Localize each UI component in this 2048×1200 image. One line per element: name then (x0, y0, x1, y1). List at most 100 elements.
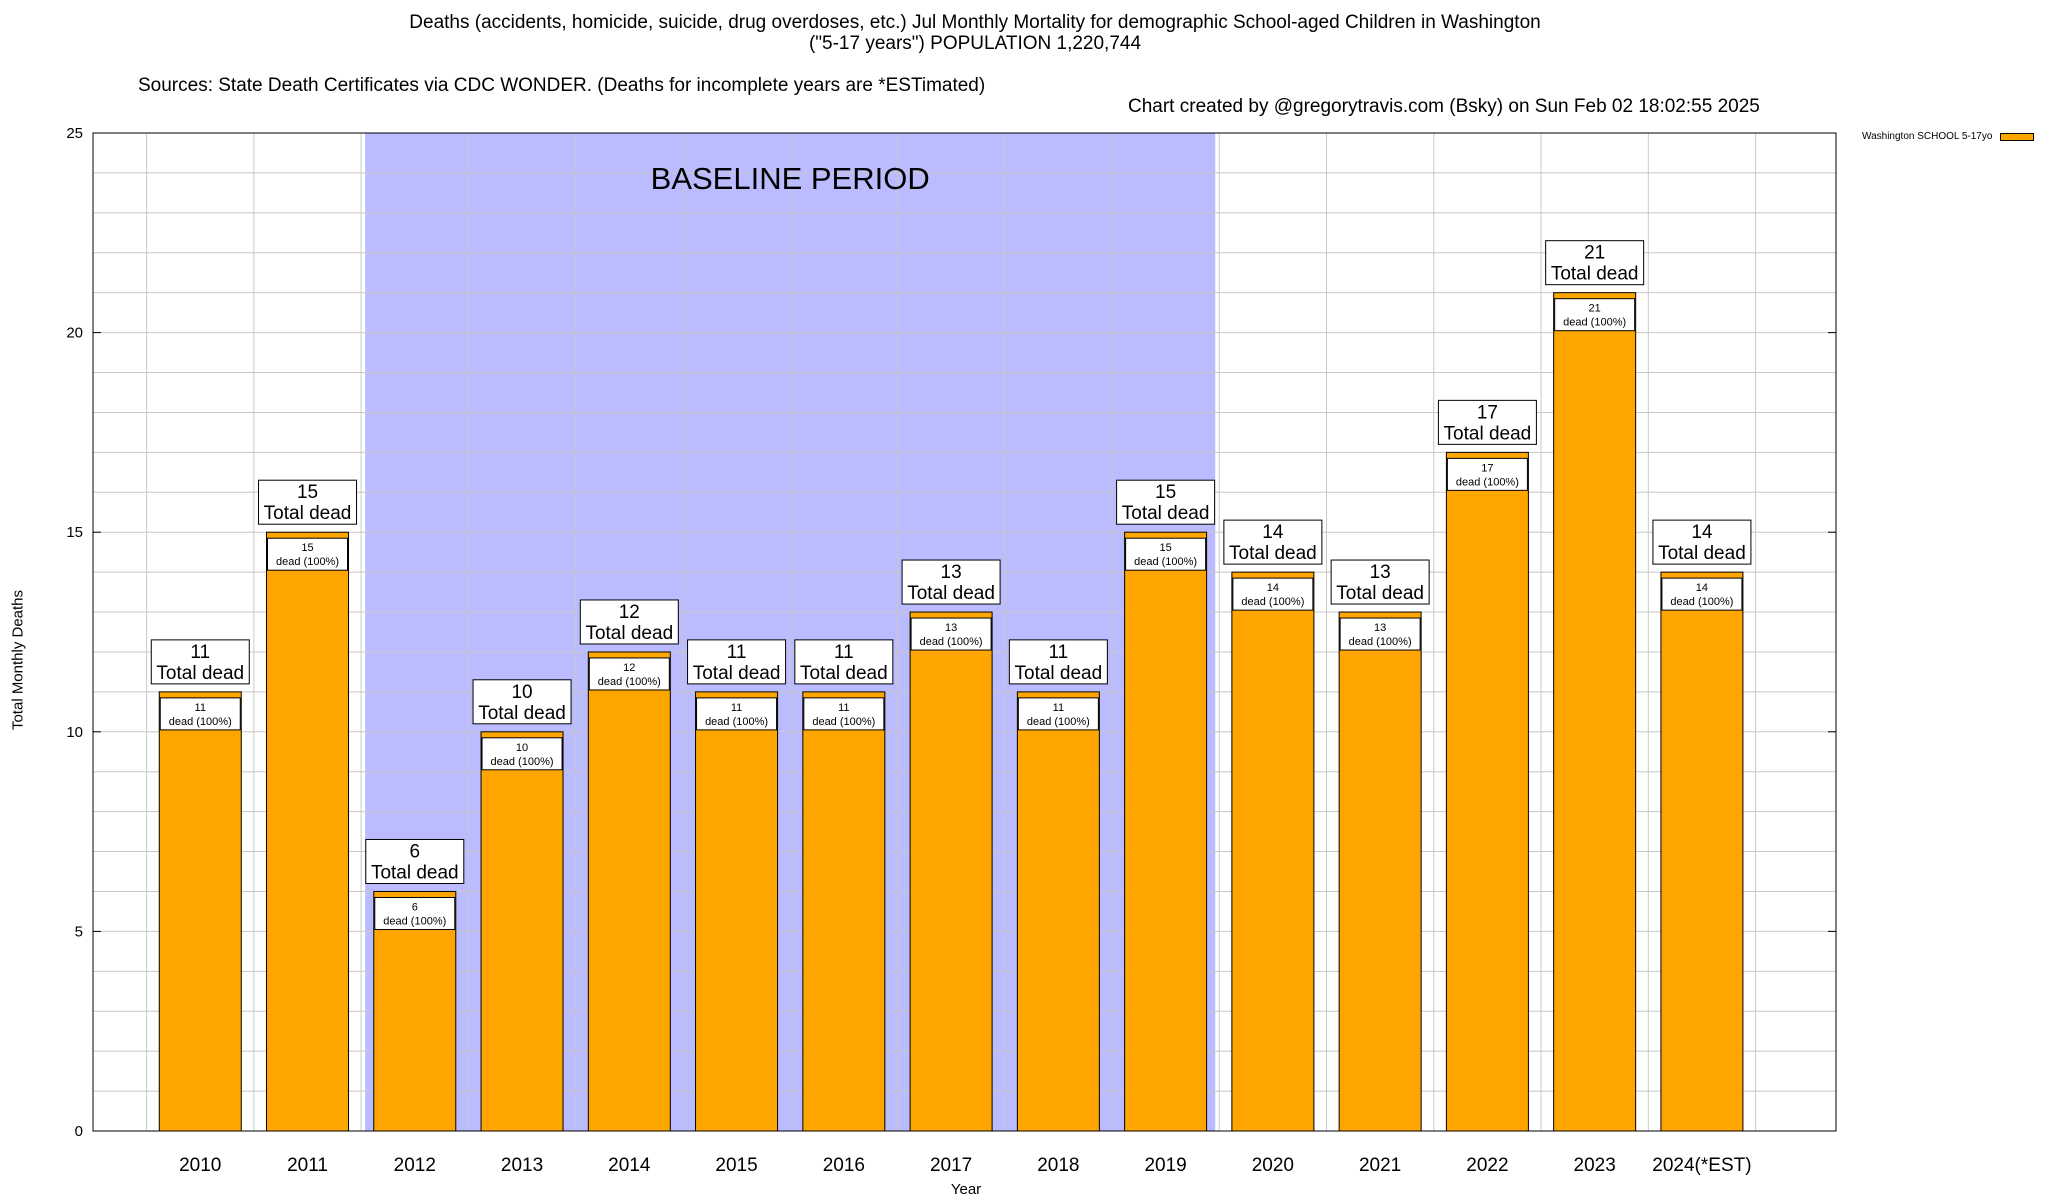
y-tick-label: 20 (66, 325, 83, 342)
legend-swatch (2000, 132, 2035, 141)
total-label-value: 13 (1370, 562, 1391, 583)
total-label-box (472, 679, 572, 725)
x-tick-label: 2016 (823, 1155, 865, 1176)
bar-label-text: dead (100%) (1670, 596, 1733, 608)
bar-label-text: dead (100%) (169, 716, 232, 728)
total-label-value: 11 (727, 642, 747, 663)
total-label-text: Total dead (1122, 503, 1210, 524)
bar-label-text: dead (100%) (276, 556, 339, 568)
total-label-box (1545, 240, 1645, 286)
total-label-box (1008, 639, 1108, 685)
total-label-box (1330, 559, 1430, 605)
total-label-value: 12 (619, 602, 640, 623)
bar-label-text: dead (100%) (1134, 556, 1197, 568)
credit-text: Chart created by @gregorytravis.com (Bsk… (1128, 96, 1760, 117)
bar (1553, 292, 1637, 1132)
total-label-box (1116, 479, 1216, 525)
total-label-box (1223, 519, 1323, 565)
x-tick-label: 2021 (1359, 1155, 1401, 1176)
total-label-text: Total dead (1551, 264, 1639, 285)
bar (1231, 571, 1315, 1132)
bar-label-box (910, 617, 992, 651)
x-tick-label: 2017 (930, 1155, 972, 1176)
sources-text: Sources: State Death Certificates via CD… (138, 75, 986, 96)
y-tick-label: 15 (66, 524, 83, 541)
total-label-box (687, 639, 787, 685)
total-label-text: Total dead (585, 623, 673, 644)
total-label-box (901, 559, 1001, 605)
x-tick-label: 2023 (1574, 1155, 1616, 1176)
bar (1124, 531, 1208, 1132)
sources-row: Sources: State Death Certificates via CD… (0, 54, 2048, 117)
bar-label-value: 14 (1267, 582, 1279, 594)
bar-label-box (588, 657, 670, 691)
x-tick-label: 2020 (1252, 1155, 1294, 1176)
bar-label-value: 15 (301, 542, 313, 554)
x-tick-label: 2013 (501, 1155, 543, 1176)
total-label-text: Total dead (1229, 543, 1317, 564)
y-tick-label: 0 (75, 1123, 83, 1140)
bar-label-box (1125, 537, 1207, 571)
bar-label-value: 11 (195, 702, 206, 714)
bar-label-text: dead (100%) (705, 716, 768, 728)
total-label-value: 15 (1155, 482, 1176, 503)
x-tick-label: 2012 (394, 1155, 436, 1176)
total-label-value: 17 (1477, 402, 1498, 423)
bar-label-text: dead (100%) (1027, 716, 1090, 728)
x-axis-label: Year (950, 1181, 982, 1198)
y-tick-label: 25 (66, 125, 83, 142)
x-tick-label: 2018 (1037, 1155, 1079, 1176)
total-label-text: Total dead (478, 703, 566, 724)
bar-label-value: 13 (1374, 622, 1386, 634)
bar (1445, 451, 1529, 1132)
bar-label-text: dead (100%) (383, 915, 446, 927)
bar-label-box (1446, 457, 1528, 491)
total-label-box (365, 838, 465, 884)
total-label-value: 13 (941, 562, 962, 583)
total-label-text: Total dead (371, 862, 459, 883)
bar-label-box (1339, 617, 1421, 651)
bar-label-box (481, 737, 563, 771)
bar-label-text: dead (100%) (812, 716, 875, 728)
total-label-box (579, 599, 679, 645)
bar (373, 890, 457, 1132)
total-label-value: 21 (1584, 243, 1605, 264)
plot-border (92, 132, 1837, 1132)
bar-label-value: 6 (412, 901, 418, 913)
title-line-2: ("5-17 years") POPULATION 1,220,744 (808, 33, 1142, 54)
legend-label: Washington SCHOOL 5-17yo (1862, 131, 1993, 142)
total-label-value: 10 (511, 682, 532, 703)
bar-label-text: dead (100%) (1241, 596, 1304, 608)
x-tick-label: 2024(*EST) (1652, 1155, 1751, 1176)
bar-label-value: 14 (1696, 582, 1708, 594)
total-label-box (150, 639, 250, 685)
total-label-box (1652, 519, 1752, 565)
bar (1338, 611, 1422, 1132)
bar-label-value: 11 (731, 702, 742, 714)
total-label-value: 14 (1262, 522, 1284, 543)
total-label-text: Total dead (1336, 583, 1424, 604)
bar (158, 691, 242, 1132)
x-tick-label: 2011 (287, 1155, 328, 1176)
total-label-text: Total dead (800, 663, 888, 684)
baseline-period-label: BASELINE PERIOD (650, 160, 930, 196)
chart-title: Deaths (accidents, homicide, suicide, dr… (0, 12, 1950, 54)
bar-label-value: 13 (945, 622, 957, 634)
bar-label-value: 11 (1053, 702, 1064, 714)
bar-label-value: 12 (623, 662, 635, 674)
bar-label-text: dead (100%) (1563, 317, 1626, 329)
bar-label-box (267, 537, 349, 571)
bar-label-box (1661, 577, 1743, 611)
bar-label-box (1017, 697, 1099, 731)
total-label-text: Total dead (264, 503, 352, 524)
total-label-text: Total dead (1444, 423, 1532, 444)
bar-label-text: dead (100%) (1349, 636, 1412, 648)
total-label-value: 11 (190, 642, 210, 663)
title-line-1: Deaths (accidents, homicide, suicide, dr… (409, 12, 1541, 33)
bar-label-value: 17 (1481, 462, 1493, 474)
bar-label-value: 10 (516, 742, 528, 754)
x-tick-label: 2019 (1144, 1155, 1186, 1176)
total-label-box (258, 479, 358, 525)
total-label-text: Total dead (693, 663, 781, 684)
